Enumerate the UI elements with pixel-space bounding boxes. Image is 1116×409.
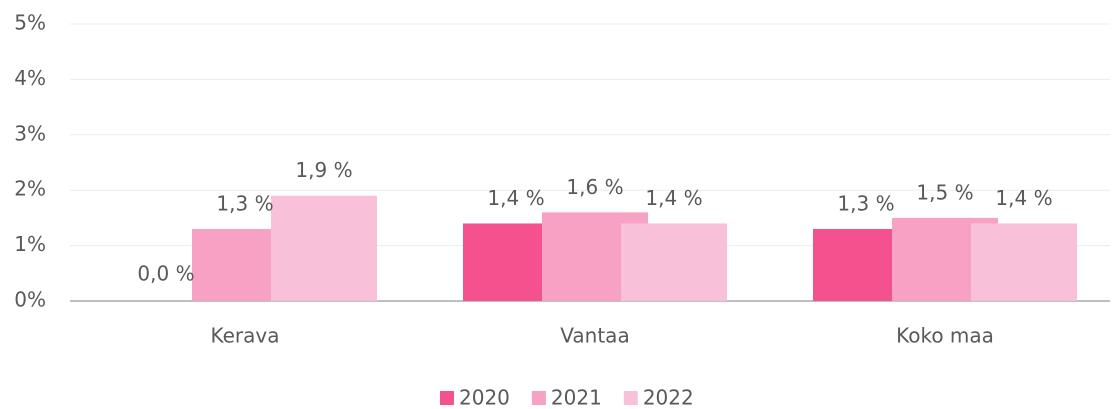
y-tick-label: 0%: [14, 288, 46, 312]
data-label: 1,9 %: [295, 158, 352, 182]
data-label: 1,4 %: [487, 186, 544, 210]
bar: [971, 223, 1077, 301]
data-label: 1,3 %: [837, 191, 894, 215]
y-tick-label: 3%: [14, 121, 46, 145]
data-label: 1,3 %: [216, 191, 273, 215]
legend-label: 2021: [551, 386, 602, 409]
y-tick-label: 5%: [14, 11, 46, 35]
bar: [621, 223, 727, 301]
x-tick-label: Koko maa: [896, 324, 994, 348]
x-tick-label: Vantaa: [560, 324, 629, 348]
data-label: 1,4 %: [645, 186, 702, 210]
bar: [271, 195, 377, 301]
data-label: 1,5 %: [916, 180, 973, 204]
x-tick-label: Kerava: [211, 324, 280, 348]
legend-swatch: [623, 391, 638, 405]
legend-label: 2022: [643, 386, 694, 409]
legend-swatch: [531, 391, 546, 405]
data-label: 0,0 %: [137, 262, 194, 286]
y-tick-label: 2%: [14, 177, 46, 201]
y-tick-label: 4%: [14, 66, 46, 90]
data-label: 1,6 %: [566, 175, 623, 199]
legend-swatch: [440, 391, 454, 405]
y-tick-label: 1%: [14, 232, 46, 256]
legend-label: 2020: [459, 386, 510, 409]
data-label: 1,4 %: [995, 186, 1052, 210]
